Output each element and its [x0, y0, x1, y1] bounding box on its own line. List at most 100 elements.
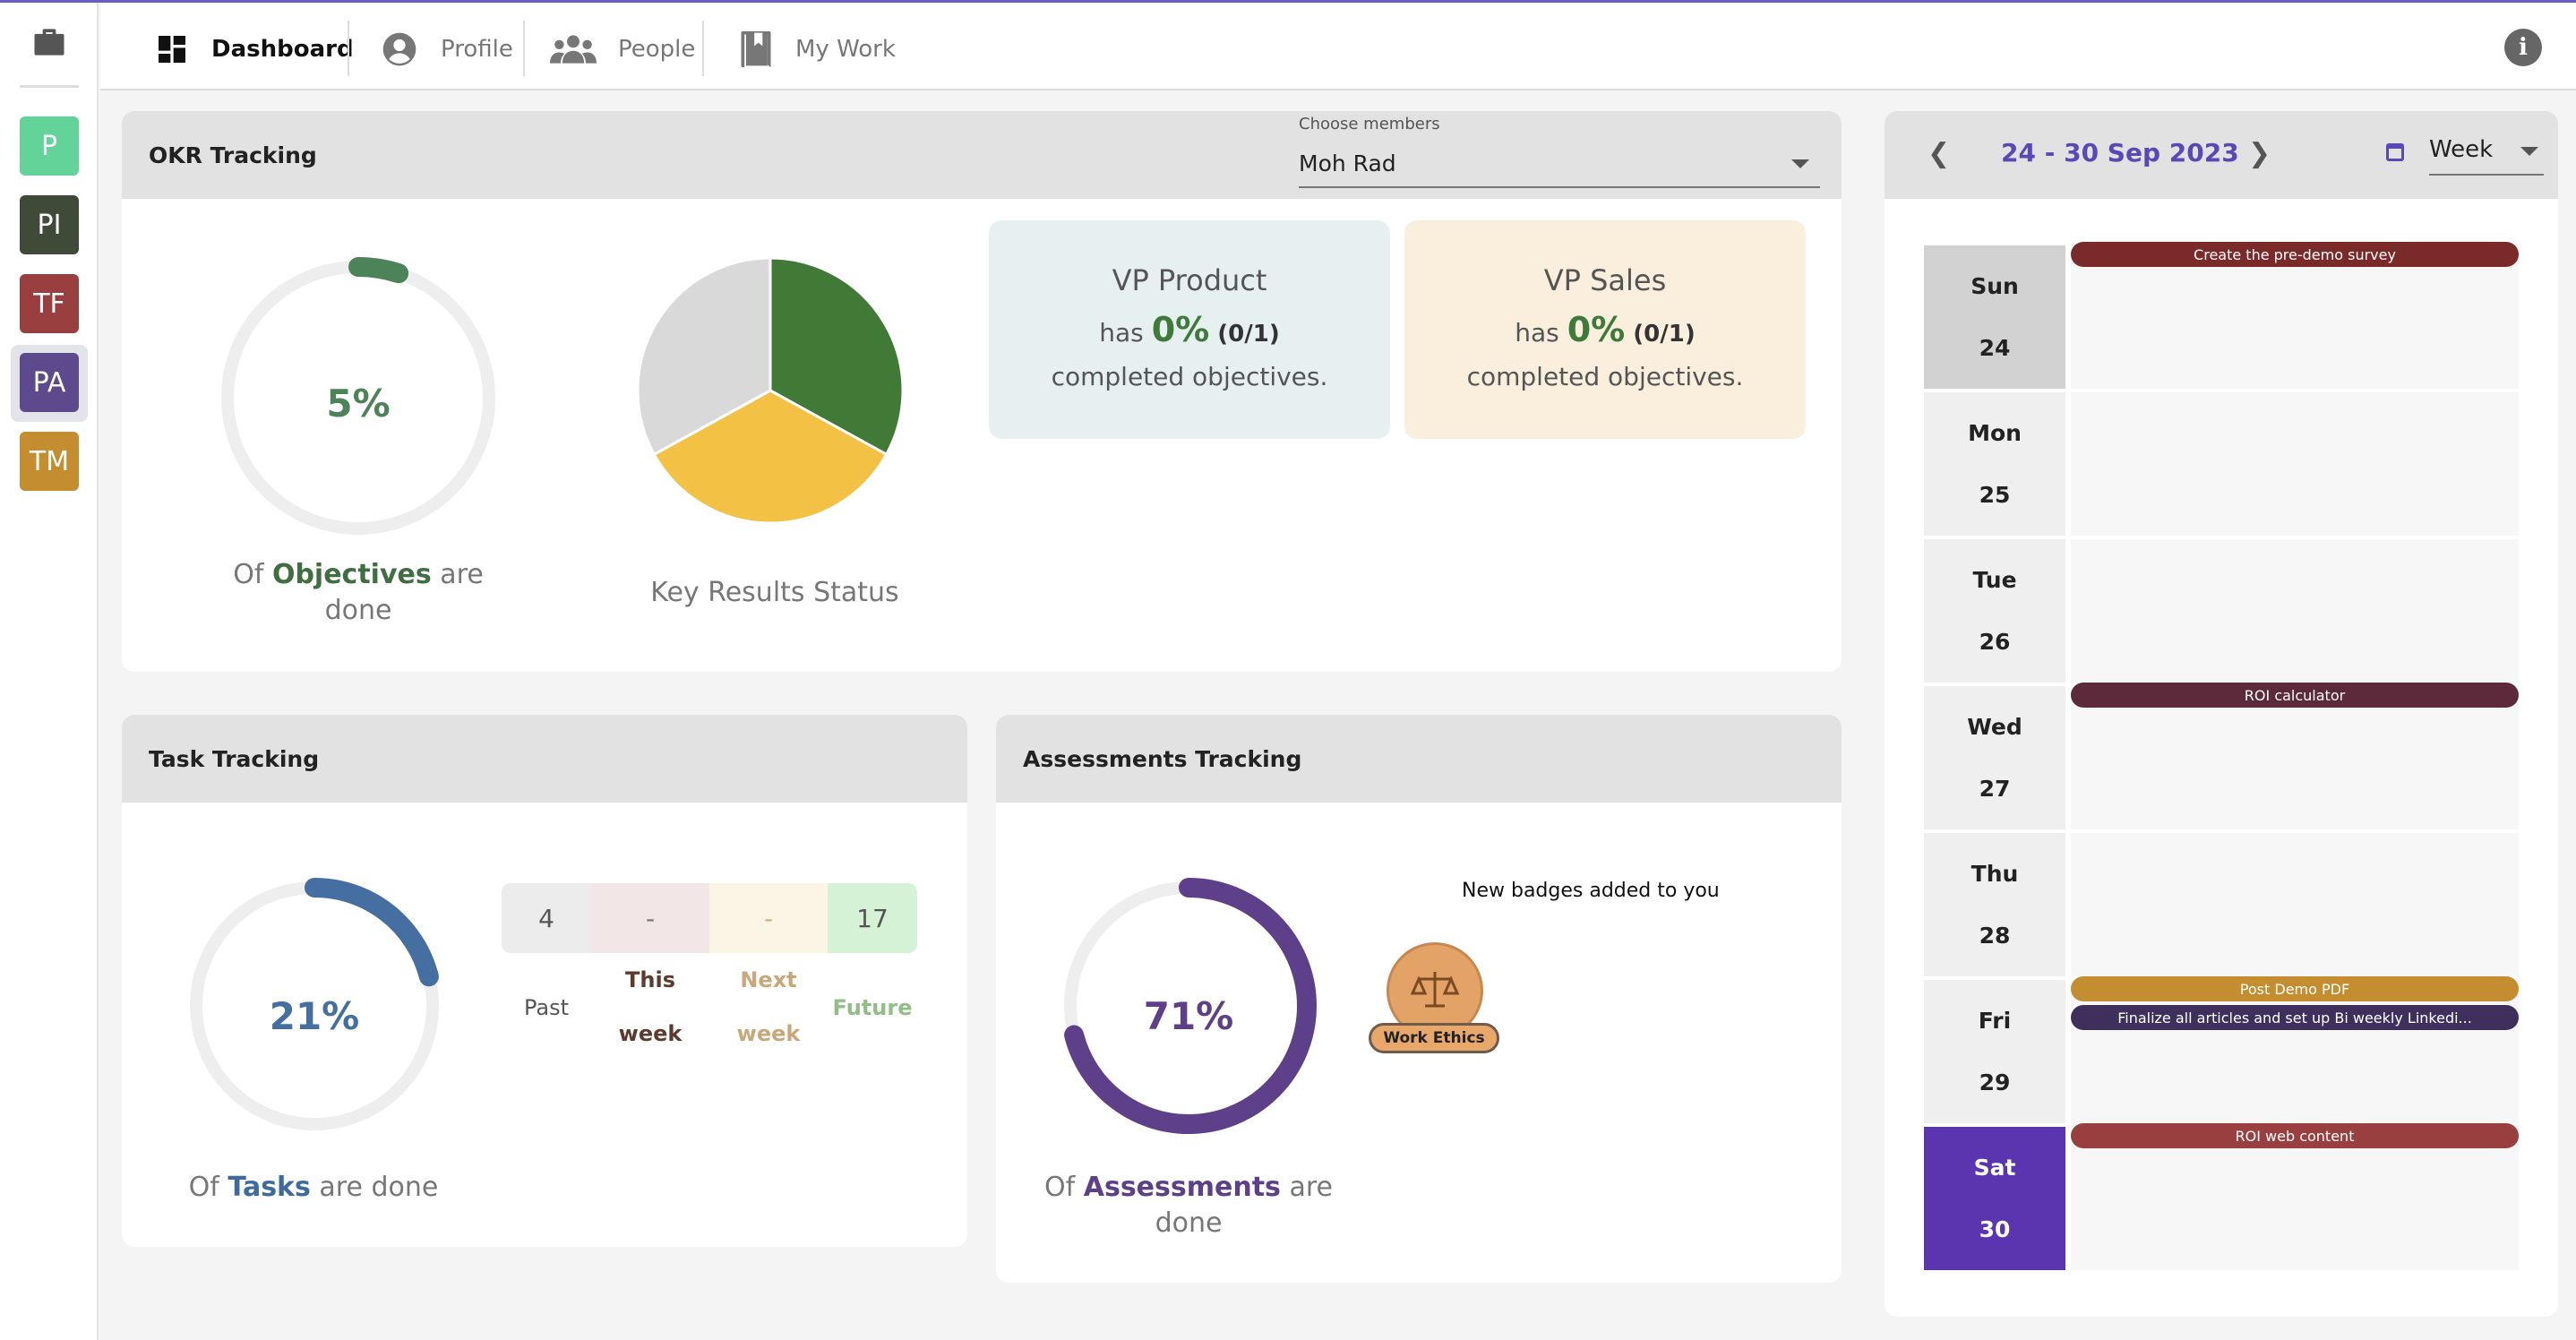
vp-product-name: VP Product — [1112, 263, 1267, 297]
workspace-tf[interactable]: TF — [20, 274, 79, 333]
day-number: 30 — [1979, 1216, 2011, 1242]
task-stat-label: Future — [832, 995, 913, 1020]
day-name: Fri — [1978, 1008, 2012, 1034]
nav-separator — [702, 21, 704, 76]
nav-people[interactable]: People — [550, 22, 695, 76]
nav-my-work-label: My Work — [795, 36, 896, 63]
calendar-event[interactable]: ROI web content — [2071, 1123, 2519, 1148]
assessments-progress-ring — [1060, 878, 1317, 1134]
scale-icon — [1410, 972, 1460, 1008]
vp-sales-subtext: completed objectives. — [1466, 362, 1744, 391]
nav-profile-label: Profile — [441, 36, 513, 63]
task-stat-value: - — [709, 883, 828, 953]
pie-slice[interactable] — [769, 256, 905, 457]
calendar-event[interactable]: Post Demo PDF — [2071, 976, 2519, 1001]
info-icon[interactable]: i — [2504, 29, 2542, 66]
nav-profile[interactable]: Profile — [380, 22, 513, 76]
nav-people-label: People — [618, 36, 696, 63]
calendar-day-cell[interactable]: Tue 26 — [1924, 539, 2065, 683]
day-name: Tue — [1972, 567, 2017, 593]
chevron-left-icon[interactable]: ❮ — [1928, 138, 1951, 169]
top-accent-line — [0, 0, 2576, 3]
workspace-pi[interactable]: PI — [20, 195, 79, 254]
task-stat-value: - — [591, 883, 709, 953]
dashboard-icon — [159, 36, 185, 63]
members-label: Choose members — [1299, 115, 1440, 133]
task-stat-label: This week — [618, 967, 683, 1046]
assessments-tracking-title: Assessments Tracking — [996, 715, 1842, 803]
assessments-percent: 71% — [1143, 994, 1234, 1038]
calendar-day-events-area[interactable] — [2071, 1127, 2519, 1270]
members-value: Moh Rad — [1299, 150, 1396, 176]
vp-sales-name: VP Sales — [1543, 263, 1667, 297]
view-select[interactable]: Week — [2429, 136, 2544, 176]
calendar-icon — [2386, 143, 2404, 161]
vp-sales-card: VP Sales has 0% (0/1) completed objectiv… — [1404, 220, 1806, 439]
calendar-event[interactable]: Finalize all articles and set up Bi week… — [2071, 1005, 2519, 1030]
calendar-header: ❮ 24 - 30 Sep 2023 ❯ Week — [1885, 111, 2558, 199]
day-name: Thu — [1971, 861, 2019, 887]
profile-icon — [382, 32, 416, 66]
calendar-event[interactable]: ROI calculator — [2071, 683, 2519, 708]
calendar-day-cell[interactable]: Fri 29 — [1924, 980, 2065, 1123]
bookmark-icon — [741, 30, 771, 68]
assessments-caption: Of Assessments are done — [1044, 1172, 1333, 1239]
calendar-day-row: Wed 27 — [1924, 686, 2519, 829]
calendar-day-events-area[interactable] — [2071, 245, 2519, 389]
day-number: 26 — [1979, 629, 2011, 655]
briefcase-icon[interactable] — [30, 22, 69, 62]
day-number: 28 — [1979, 923, 2011, 949]
chevron-down-icon — [1791, 159, 1809, 168]
day-number: 25 — [1979, 482, 2011, 508]
okr-tracking-title: OKR Tracking — [122, 111, 1842, 199]
day-name: Sat — [1973, 1155, 2016, 1181]
top-nav-bar: Dashboard Profile People My Work i — [100, 3, 2576, 90]
members-select[interactable]: Moh Rad — [1299, 145, 1820, 188]
calendar-day-events-area[interactable] — [2071, 539, 2519, 683]
rail-divider — [20, 85, 79, 88]
day-name: Sun — [1971, 273, 2019, 299]
calendar-day-events-area[interactable] — [2071, 833, 2519, 976]
calendar-event[interactable]: Create the pre-demo survey — [2071, 242, 2519, 267]
day-number: 29 — [1979, 1069, 2011, 1095]
tasks-caption: Of Tasks are done — [188, 1172, 439, 1203]
workspace-tm[interactable]: TM — [20, 432, 79, 491]
chevron-right-icon[interactable]: ❯ — [2248, 138, 2271, 169]
calendar-day-cell[interactable]: Mon 25 — [1924, 392, 2065, 536]
day-number: 27 — [1979, 776, 2011, 802]
calendar-day-events-area[interactable] — [2071, 686, 2519, 829]
view-select-value: Week — [2429, 136, 2494, 163]
calendar-day-cell[interactable]: Sun 24 — [1924, 245, 2065, 389]
key-results-caption: Key Results Status — [650, 577, 899, 608]
workspace-pa[interactable]: PA — [20, 353, 79, 412]
vp-product-subtext: completed objectives. — [1051, 362, 1328, 391]
task-stat-value: 17 — [828, 883, 917, 953]
badges-title: New badges added to you — [1462, 880, 1720, 902]
calendar-day-events-area[interactable] — [2071, 392, 2519, 536]
calendar-day-row: Sat 30 — [1924, 1127, 2519, 1270]
vp-product-card: VP Product has 0% (0/1) completed object… — [989, 220, 1390, 439]
calendar-day-row: Fri 29 — [1924, 980, 2519, 1123]
nav-dashboard[interactable]: Dashboard — [154, 22, 354, 76]
tasks-progress-ring — [186, 878, 442, 1134]
task-stat-label: Next week — [736, 967, 801, 1046]
day-name: Wed — [1967, 714, 2022, 740]
nav-separator — [523, 21, 525, 76]
objectives-percent: 5% — [326, 382, 391, 425]
task-stat-label: Past — [523, 995, 569, 1020]
workspace-p[interactable]: P — [20, 116, 79, 176]
nav-dashboard-label: Dashboard — [211, 36, 354, 63]
nav-my-work[interactable]: My Work — [738, 22, 896, 76]
calendar-day-cell[interactable]: Wed 27 — [1924, 686, 2065, 829]
calendar-day-cell[interactable]: Thu 28 — [1924, 833, 2065, 976]
calendar-day-cell[interactable]: Sat 30 — [1924, 1127, 2065, 1270]
objectives-progress-ring — [218, 257, 499, 538]
objectives-caption-bold: Objectives — [271, 559, 432, 590]
task-tracking-card: Task Tracking — [122, 715, 967, 1247]
calendar-day-events-area[interactable] — [2071, 980, 2519, 1123]
vp-sales-stat: has 0% (0/1) — [1515, 310, 1696, 349]
calendar-day-row: Mon 25 — [1924, 392, 2519, 536]
pie-slice[interactable] — [636, 256, 772, 457]
people-icon — [550, 35, 597, 64]
task-stat-value: 4 — [502, 883, 591, 953]
